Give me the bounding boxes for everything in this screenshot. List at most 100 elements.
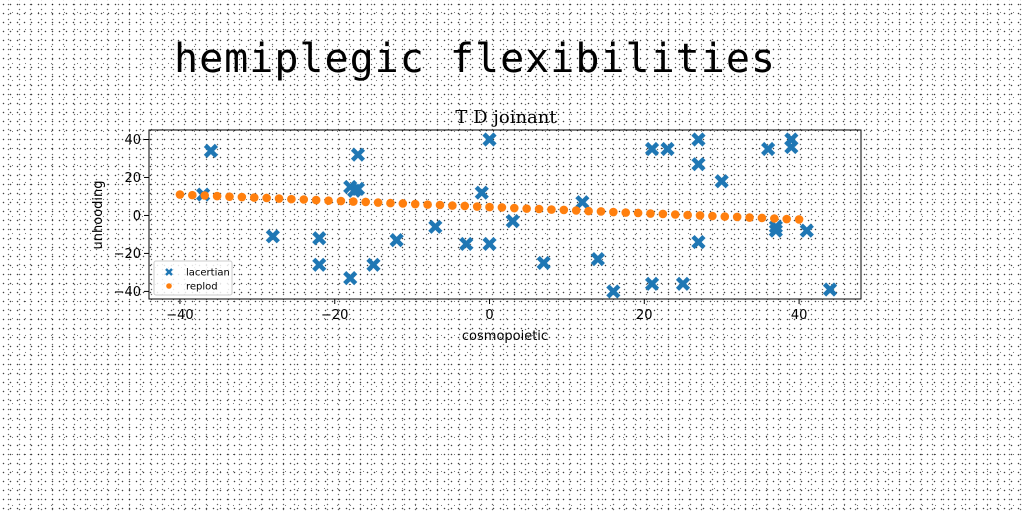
data-point-lacertian [312,257,327,272]
data-point-replod [683,210,692,220]
data-point-replod [336,196,346,206]
data-point-replod [398,199,408,208]
data-point-lacertian [784,139,799,155]
legend-marker-lacertian [165,268,173,276]
data-point-lacertian [714,174,729,189]
data-point-replod [361,197,370,207]
data-point-replod [212,191,222,201]
legend-marker-replod [166,283,172,289]
data-point-replod [349,197,358,206]
data-point-replod [485,202,494,212]
data-point-replod [237,192,247,202]
data-point-replod [609,207,618,217]
data-point-lacertian [768,219,783,234]
data-point-replod [373,198,383,207]
data-point-replod [732,212,742,222]
data-point-replod [225,192,234,201]
data-point-replod [448,201,457,210]
data-point-replod [646,209,655,218]
data-point-replod [633,208,643,218]
data-point-replod [720,212,730,221]
data-point-replod [522,204,531,213]
data-point-lacertian [343,271,358,286]
data-point-lacertian [482,132,497,147]
data-point-lacertian [768,223,783,238]
data-point-lacertian [590,252,605,267]
data-point-lacertian [459,236,474,252]
data-point-replod [596,207,606,216]
data-point-lacertian [428,219,443,234]
data-point-replod [621,208,631,217]
data-point-replod [423,200,432,209]
data-point-replod [287,194,296,204]
data-point-lacertian [606,284,621,299]
data-point-replod [435,200,445,210]
data-point-replod [324,196,333,205]
y-tick-label: −20 [114,247,141,262]
data-point-lacertian [366,257,381,272]
x-tick-label: 20 [636,308,653,323]
data-point-replod [757,213,767,223]
data-point-replod [472,202,482,211]
data-point-lacertian [474,185,489,200]
data-point-lacertian [691,157,706,172]
data-point-replod [249,193,259,202]
data-point-replod [534,204,544,214]
data-point-replod [410,199,420,209]
data-point-replod [770,214,779,223]
x-tick-label: −20 [321,308,348,323]
chart-title: T D joinant [455,107,557,128]
data-point-lacertian [660,141,675,157]
data-point-lacertian [761,141,776,157]
x-axis-title: cosmopoietic [462,329,548,344]
data-point-replod [311,195,321,205]
data-point-replod [386,198,395,208]
data-point-lacertian [389,233,404,248]
x-tick-label: 0 [485,308,493,323]
page-title: hemiplegic flexibilities [174,36,776,82]
data-point-replod [188,190,197,200]
x-tick-label: 40 [791,308,808,323]
y-tick-label: 20 [124,171,141,186]
data-point-replod [695,211,705,220]
data-point-replod [559,205,569,215]
data-point-replod [299,195,309,204]
data-point-replod [658,209,668,219]
data-point-lacertian [350,147,366,162]
data-point-replod [262,193,271,203]
legend-box [153,260,233,296]
legend-label-lacertian: lacertian [186,268,230,279]
data-point-lacertian [644,141,660,157]
data-point-lacertian [536,255,551,271]
data-point-replod [497,203,507,212]
data-point-replod [547,205,556,214]
legend: lacertian replod [153,260,233,296]
data-point-lacertian [822,282,838,297]
data-point-replod [571,206,581,215]
y-tick-label: 40 [124,133,141,148]
data-point-replod [175,190,185,199]
data-point-lacertian [265,229,280,244]
y-axis-title: unhooding [91,181,106,250]
data-point-lacertian [350,181,366,196]
x-tick-label: −40 [166,308,193,323]
data-point-lacertian [675,276,691,291]
data-point-replod [200,191,210,200]
y-tick-label: −40 [114,285,141,300]
data-point-replod [509,203,519,213]
x-axis: −40 −20 0 20 40 [166,299,807,323]
data-point-lacertian [799,223,814,238]
data-point-replod [745,213,754,222]
plot-area [175,132,838,299]
data-point-replod [274,194,284,203]
data-point-lacertian [505,214,520,229]
data-point-replod [782,214,792,224]
y-axis: −40 −20 0 20 40 [114,133,149,300]
data-point-lacertian [691,234,706,250]
data-point-lacertian [482,236,497,252]
data-point-replod [670,210,680,219]
data-point-lacertian [203,143,219,158]
data-point-replod [708,211,717,221]
legend-label-replod: replod [186,282,218,293]
